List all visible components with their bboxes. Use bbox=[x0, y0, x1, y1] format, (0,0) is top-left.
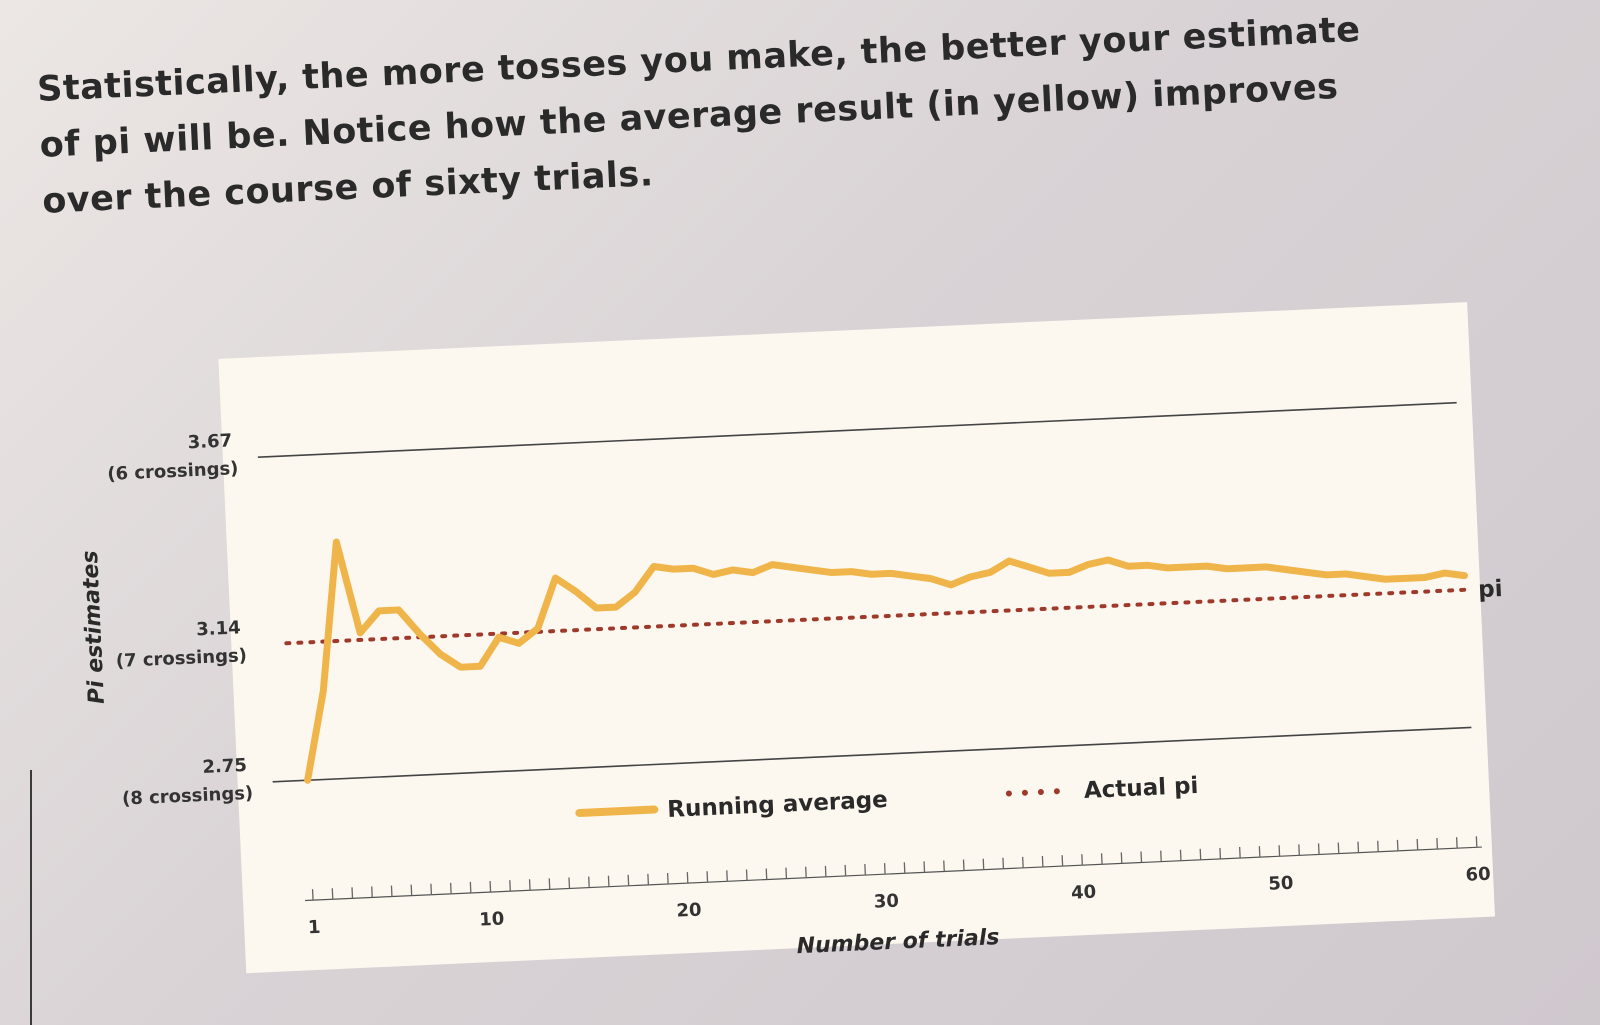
x-tick-label: 50 bbox=[1268, 873, 1294, 895]
running-average-line bbox=[304, 538, 1469, 784]
pi-end-label: pi bbox=[1478, 576, 1504, 603]
legend-running-average-swatch bbox=[575, 805, 659, 817]
actual-pi-line bbox=[284, 587, 1468, 646]
reference-value-label: 3.14 bbox=[196, 617, 241, 640]
reference-line bbox=[257, 401, 1457, 458]
reference-value-label: 3.67 bbox=[187, 430, 232, 453]
reference-value-label: 2.75 bbox=[202, 755, 247, 778]
x-axis-line bbox=[305, 846, 1482, 902]
x-tick-label: 60 bbox=[1465, 864, 1491, 886]
x-tick-label: 30 bbox=[873, 891, 899, 913]
x-tick-label: 20 bbox=[676, 900, 702, 922]
reference-crossings-label: (6 crossings) bbox=[107, 458, 239, 485]
reference-line bbox=[272, 726, 1472, 783]
x-tick-label: 1 bbox=[308, 917, 321, 939]
reference-crossings-label: (7 crossings) bbox=[115, 645, 247, 672]
legend-actual-pi-label: Actual pi bbox=[1083, 773, 1199, 804]
reference-crossings-label: (8 crossings) bbox=[122, 783, 254, 810]
chart-panel bbox=[218, 302, 1496, 974]
legend-actual-pi-dot bbox=[1021, 789, 1028, 796]
y-axis-title: Pi estimates bbox=[78, 550, 110, 705]
x-tick-label: 40 bbox=[1071, 882, 1097, 904]
legend-actual-pi-dot bbox=[1037, 788, 1044, 795]
x-tick-label: 10 bbox=[479, 908, 505, 930]
page-edge bbox=[0, 770, 32, 1025]
legend-actual-pi-dot bbox=[1005, 790, 1012, 797]
legend-actual-pi-dot bbox=[1053, 788, 1060, 795]
